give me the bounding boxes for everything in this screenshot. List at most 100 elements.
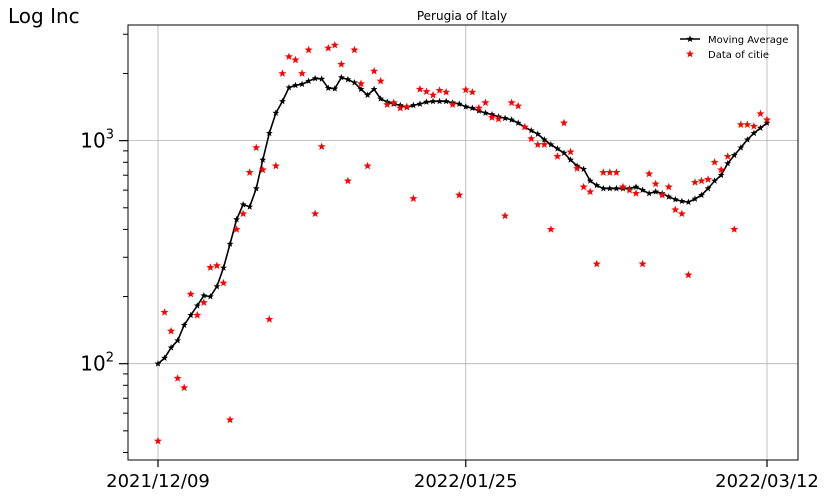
y-tick-label: 103 (80, 128, 114, 153)
moving-average-point (259, 156, 267, 163)
moving-average-point (599, 184, 607, 192)
moving-average-point (763, 119, 771, 126)
city-data-point (730, 225, 739, 233)
plot-frame (127, 24, 799, 461)
city-data-point (193, 310, 202, 319)
city-data-point (461, 85, 470, 94)
city-data-point (546, 225, 555, 233)
moving-average-point (370, 85, 378, 93)
city-data-point (671, 205, 680, 214)
city-data-point (481, 98, 490, 107)
moving-average-point (193, 302, 201, 309)
city-data-point (212, 261, 221, 270)
moving-average-point (482, 109, 489, 116)
city-data-point (736, 120, 745, 129)
moving-average-point (567, 156, 574, 163)
moving-average-point (540, 136, 548, 143)
grid-lines (128, 25, 798, 460)
moving-average-point (429, 97, 437, 105)
city-data-point (245, 168, 254, 176)
series-layer (154, 40, 771, 445)
moving-average-point (730, 151, 738, 159)
moving-average-point (685, 198, 692, 206)
city-data-point (743, 120, 752, 129)
moving-average-point (698, 191, 705, 199)
moving-average-point (357, 85, 365, 93)
moving-average-point (220, 264, 227, 271)
city-data-point (664, 182, 673, 191)
city-data-point (363, 161, 372, 170)
moving-average-point (154, 360, 162, 367)
city-data-point (167, 326, 176, 335)
moving-average-point (180, 321, 188, 328)
moving-average-point (187, 311, 195, 319)
city-data-point (645, 169, 654, 178)
moving-average-point (612, 184, 620, 192)
moving-average-line (157, 76, 768, 365)
city-data-point (317, 142, 326, 151)
moving-average-point (305, 77, 313, 84)
moving-average-point (534, 130, 542, 138)
city-data-point (226, 415, 235, 424)
moving-average-point (233, 215, 240, 223)
city-data-point (448, 100, 457, 109)
moving-average-point (514, 119, 522, 126)
city-data-point (710, 158, 719, 166)
city-data-point (284, 52, 293, 61)
city-data-point (258, 165, 267, 174)
city-data-point (520, 122, 529, 131)
moving-average-point (423, 98, 430, 105)
moving-average-point (298, 80, 306, 88)
corner-label: Log Inc (8, 4, 80, 28)
moving-average-point (436, 97, 443, 105)
moving-average-point (475, 107, 483, 114)
moving-average-point (167, 344, 175, 351)
city-data-point (494, 114, 503, 123)
city-data-point (435, 86, 444, 94)
moving-average-point (279, 97, 286, 105)
moving-average-point (606, 184, 614, 192)
city-data-point (206, 263, 215, 271)
city-data-point (160, 308, 169, 316)
city-data-point (717, 165, 726, 174)
city-data-point (350, 45, 359, 54)
city-data-point (357, 79, 365, 88)
moving-average-point (351, 79, 358, 86)
city-data-point (704, 175, 713, 183)
city-data-point (389, 98, 398, 107)
city-data-point (507, 98, 516, 107)
moving-average-point (671, 195, 679, 203)
city-data-point (697, 176, 706, 185)
moving-average-point (580, 165, 588, 173)
city-data-point (514, 101, 523, 110)
city-data-point (763, 115, 771, 124)
city-data-point (455, 190, 464, 199)
legend: Moving Average Data of citie (680, 35, 788, 61)
moving-average-point (324, 84, 332, 92)
x-tick-label: 2022/01/25 (414, 471, 518, 492)
moving-average-point (757, 124, 764, 131)
city-data-point (396, 103, 405, 112)
city-data-point (173, 374, 182, 382)
moving-average-point (409, 101, 417, 109)
city-data-point (618, 182, 627, 191)
city-data-point (219, 278, 228, 287)
moving-average-point (161, 354, 168, 361)
city-data-point (422, 87, 431, 95)
city-data-point (265, 315, 274, 323)
moving-average-point (554, 145, 561, 152)
moving-average-point (468, 104, 476, 111)
city-data-point (304, 45, 313, 54)
moving-average-point (226, 240, 234, 247)
moving-average-point (206, 292, 214, 300)
city-data-point (690, 178, 699, 186)
moving-average-point (639, 186, 646, 194)
moving-average-point (501, 114, 509, 122)
city-data-point (487, 113, 496, 121)
moving-average-point (252, 184, 260, 192)
city-data-point (186, 289, 195, 298)
moving-average-point (311, 74, 319, 82)
moving-average-point (711, 177, 719, 184)
chart-title: Perugia of Italy (417, 9, 507, 23)
